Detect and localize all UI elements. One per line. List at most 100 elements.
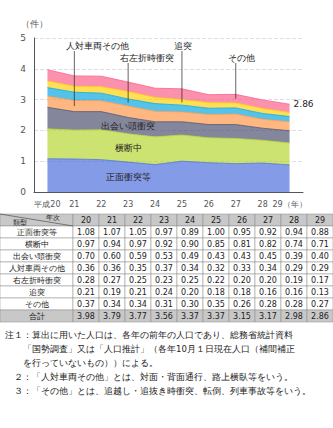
svg-text:0.95: 0.95 — [233, 228, 251, 237]
svg-text:その他: その他 — [25, 300, 49, 309]
svg-text:0: 0 — [20, 187, 26, 197]
svg-text:0.45: 0.45 — [259, 252, 277, 261]
svg-text:0.70: 0.70 — [77, 252, 95, 261]
svg-text:0.13: 0.13 — [311, 288, 329, 297]
svg-text:0.28: 0.28 — [77, 276, 95, 285]
svg-text:0.17: 0.17 — [311, 276, 329, 285]
svg-text:3.37: 3.37 — [181, 312, 199, 321]
svg-text:0.90: 0.90 — [181, 240, 199, 249]
svg-text:横断中: 横断中 — [115, 143, 142, 153]
svg-text:0.30: 0.30 — [181, 300, 199, 309]
svg-text:3: 3 — [20, 95, 26, 105]
svg-text:「国勢調査」又は「人口推計」（各年10月１日現在人口（補間補: 「国勢調査」又は「人口推計」（各年10月１日現在人口（補間補正 — [5, 344, 295, 354]
svg-text:0.19: 0.19 — [285, 276, 303, 285]
svg-text:追突: 追突 — [29, 288, 45, 297]
svg-text:0.82: 0.82 — [259, 240, 277, 249]
svg-text:0.85: 0.85 — [207, 240, 225, 249]
svg-text:出会い頭衝突: 出会い頭衝突 — [13, 252, 61, 261]
svg-text:人対車両その他: 人対車両その他 — [9, 264, 65, 273]
svg-text:0.53: 0.53 — [155, 252, 173, 261]
svg-text:24: 24 — [150, 200, 160, 209]
svg-text:0.34: 0.34 — [129, 300, 147, 309]
svg-text:0.59: 0.59 — [129, 252, 147, 261]
svg-text:正面衝突等: 正面衝突等 — [106, 172, 151, 182]
svg-text:２：「人対車両その他」とは、対面・背面通行、路上横臥等をいう: ２：「人対車両その他」とは、対面・背面通行、路上横臥等をいう。 — [5, 372, 293, 382]
svg-text:0.32: 0.32 — [207, 264, 225, 273]
svg-text:0.36: 0.36 — [77, 264, 95, 273]
svg-text:その他: その他 — [228, 53, 255, 63]
svg-text:0.92: 0.92 — [259, 228, 277, 237]
svg-text:0.25: 0.25 — [181, 276, 199, 285]
svg-text:0.20: 0.20 — [259, 276, 277, 285]
svg-text:27: 27 — [231, 200, 241, 209]
svg-text:0.16: 0.16 — [285, 288, 303, 297]
svg-text:1: 1 — [20, 156, 26, 166]
svg-text:0.49: 0.49 — [181, 252, 199, 261]
svg-text:0.37: 0.37 — [155, 264, 173, 273]
svg-text:22: 22 — [133, 216, 143, 225]
svg-text:0.24: 0.24 — [155, 288, 173, 297]
svg-text:0.16: 0.16 — [259, 288, 277, 297]
svg-text:0.71: 0.71 — [311, 240, 329, 249]
svg-text:29（年）: 29（年） — [272, 200, 306, 209]
svg-text:1.08: 1.08 — [77, 228, 95, 237]
svg-text:0.43: 0.43 — [207, 252, 225, 261]
svg-text:2: 2 — [20, 125, 26, 135]
svg-text:右左折時衝突: 右左折時衝突 — [120, 53, 174, 63]
svg-text:0.35: 0.35 — [207, 300, 225, 309]
svg-text:1.07: 1.07 — [103, 228, 121, 237]
svg-text:年次: 年次 — [46, 214, 60, 222]
svg-text:23: 23 — [123, 200, 133, 209]
svg-text:注１：算出に用いた人口は、各年の前年の人口であり、総務省統計: 注１：算出に用いた人口は、各年の前年の人口であり、総務省統計資料 — [5, 330, 293, 340]
svg-text:3.17: 3.17 — [259, 312, 277, 321]
svg-text:0.31: 0.31 — [155, 300, 173, 309]
svg-text:0.19: 0.19 — [103, 288, 121, 297]
svg-text:25: 25 — [211, 216, 221, 225]
svg-text:0.92: 0.92 — [155, 240, 173, 249]
svg-text:0.28: 0.28 — [285, 300, 303, 309]
svg-text:23: 23 — [159, 216, 169, 225]
svg-text:0.25: 0.25 — [129, 276, 147, 285]
svg-text:３：「その他」とは、追越し・追抜き時衝突、転倒、列車事故等を: ３：「その他」とは、追越し・追抜き時衝突、転倒、列車事故等をいう。 — [5, 386, 311, 396]
svg-text:を行っていないもの））による。: を行っていないもの））による。 — [5, 358, 158, 368]
svg-text:0.34: 0.34 — [103, 300, 121, 309]
svg-text:3.79: 3.79 — [103, 312, 121, 321]
svg-text:（件）: （件） — [21, 19, 48, 29]
svg-text:0.97: 0.97 — [77, 240, 95, 249]
svg-text:0.37: 0.37 — [77, 300, 95, 309]
svg-text:0.28: 0.28 — [259, 300, 277, 309]
svg-text:3.77: 3.77 — [129, 312, 147, 321]
svg-text:2.86: 2.86 — [311, 312, 329, 321]
svg-text:3.98: 3.98 — [77, 312, 95, 321]
svg-text:0.26: 0.26 — [233, 300, 251, 309]
svg-text:0.29: 0.29 — [311, 264, 329, 273]
svg-text:21: 21 — [107, 216, 117, 225]
svg-text:26: 26 — [237, 216, 247, 225]
svg-text:0.88: 0.88 — [311, 228, 329, 237]
svg-text:0.34: 0.34 — [181, 264, 199, 273]
svg-text:平成20: 平成20 — [34, 200, 60, 209]
svg-text:0.81: 0.81 — [233, 240, 251, 249]
svg-text:横断中: 横断中 — [25, 240, 49, 249]
svg-text:0.94: 0.94 — [285, 228, 303, 237]
svg-text:24: 24 — [185, 216, 195, 225]
svg-text:0.60: 0.60 — [103, 252, 121, 261]
svg-text:27: 27 — [263, 216, 273, 225]
svg-text:28: 28 — [258, 200, 268, 209]
svg-text:0.18: 0.18 — [207, 288, 225, 297]
svg-text:出会い頭衝突: 出会い頭衝突 — [101, 121, 155, 131]
svg-text:右左折時衝突: 右左折時衝突 — [13, 276, 61, 285]
svg-text:0.20: 0.20 — [233, 276, 251, 285]
svg-text:21: 21 — [69, 200, 79, 209]
svg-text:正面衝突等: 正面衝突等 — [17, 228, 57, 237]
svg-text:20: 20 — [81, 216, 91, 225]
svg-text:0.20: 0.20 — [181, 288, 199, 297]
svg-text:1.05: 1.05 — [129, 228, 147, 237]
svg-text:28: 28 — [289, 216, 299, 225]
svg-text:0.21: 0.21 — [77, 288, 95, 297]
svg-text:29: 29 — [315, 216, 325, 225]
svg-text:0.89: 0.89 — [181, 228, 199, 237]
svg-text:0.39: 0.39 — [285, 252, 303, 261]
svg-text:0.97: 0.97 — [155, 228, 173, 237]
svg-text:25: 25 — [177, 200, 187, 209]
